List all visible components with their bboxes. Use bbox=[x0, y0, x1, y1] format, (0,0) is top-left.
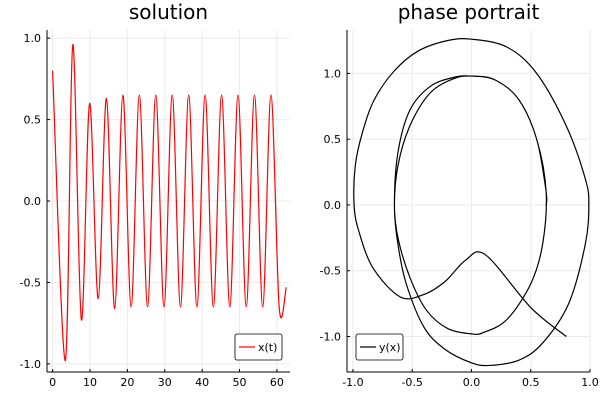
phase-portrait-panel: phase portrait -1.0 -0.5 0.0 0.5 1.0 -1.0 -0.5 0… bbox=[320, 0, 599, 389]
legend-box bbox=[234, 333, 283, 361]
x-tick-label: 60 bbox=[270, 376, 284, 389]
y-tick-label: 0.5 bbox=[324, 133, 342, 146]
x-tick-label: 1.0 bbox=[581, 376, 599, 389]
legend: y(x) bbox=[355, 333, 404, 361]
x-tick-label: -1.0 bbox=[342, 376, 363, 389]
x-tick-label: 0.0 bbox=[463, 376, 481, 389]
legend-box bbox=[355, 333, 404, 361]
legend-label: x(t) bbox=[258, 341, 277, 354]
x-tick-label: 10 bbox=[83, 376, 97, 389]
y-tick-label: -1.0 bbox=[20, 358, 41, 371]
y-tick-label: 0.0 bbox=[324, 199, 342, 212]
y-tick-label: -0.5 bbox=[320, 265, 341, 278]
y-tick-label: 1.0 bbox=[324, 67, 342, 80]
x-tick-label: 40 bbox=[195, 376, 209, 389]
legend-label: y(x) bbox=[379, 341, 401, 354]
x-tick-label: 50 bbox=[233, 376, 247, 389]
chart-title: solution bbox=[129, 0, 208, 24]
x-tick-label: 0.5 bbox=[522, 376, 540, 389]
y-tick-label: 0.0 bbox=[24, 195, 42, 208]
y-tick-label: 0.5 bbox=[24, 114, 42, 127]
series-line bbox=[52, 44, 287, 362]
x-tick-label: 0 bbox=[49, 376, 56, 389]
y-tick-label: -1.0 bbox=[320, 330, 341, 343]
chart-title: phase portrait bbox=[398, 0, 540, 24]
y-tick-label: 1.0 bbox=[24, 32, 42, 45]
x-tick-label: 30 bbox=[158, 376, 172, 389]
x-tick-label: -0.5 bbox=[401, 376, 422, 389]
legend: x(t) bbox=[234, 333, 283, 361]
solution-panel: solution 0 10 20 30 40 50 60 -1.0 -0.5 0.0 0.5 1.0 x(… bbox=[20, 0, 290, 389]
y-tick-label: -0.5 bbox=[20, 276, 41, 289]
x-tick-label: 20 bbox=[120, 376, 134, 389]
series-line bbox=[353, 38, 590, 367]
